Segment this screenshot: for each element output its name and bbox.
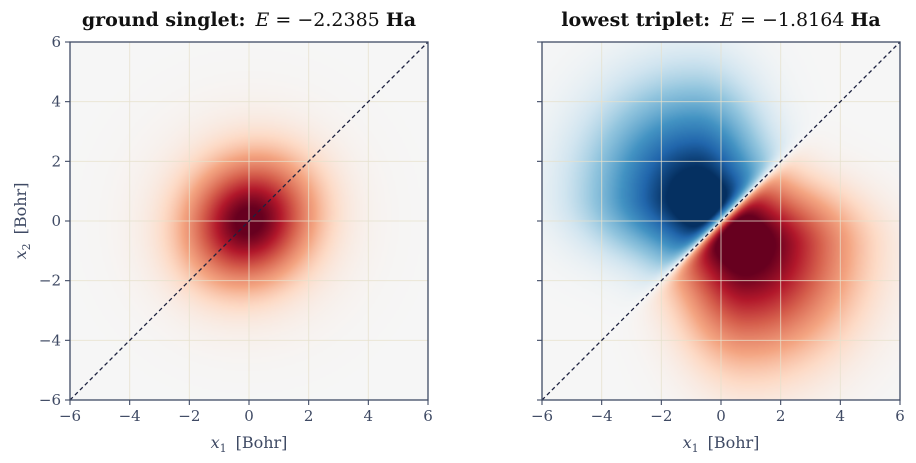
x-tick-label: −4 — [591, 407, 613, 425]
axis-ticks: −6 −4 −2 0 2 4 6 −6 −4 −2 0 2 4 6 — [39, 33, 433, 425]
panel-ground-singlet: ground singlet: E = −2.2385 Ha −6 −4 −2 0 2 4 6… — [11, 9, 433, 455]
x-axis-label: x1 [Bohr] — [211, 433, 288, 455]
x-axis-subscript: 1 — [692, 442, 699, 455]
x-tick-label: 6 — [423, 407, 433, 425]
diagonal-reference-line — [69, 41, 429, 401]
x-tick-label: −6 — [59, 407, 81, 425]
axis-ticks: −6 −4 −2 0 2 4 6 — [531, 41, 905, 425]
y-tick-label: 6 — [51, 33, 61, 51]
y-tick-label: 4 — [51, 93, 61, 111]
y-tick-label: −6 — [39, 391, 61, 409]
title-energy-value: = −2.2385 — [269, 9, 385, 31]
y-axis-var: x — [11, 250, 30, 259]
x-tick-label: 6 — [895, 407, 905, 425]
title-energy-value: = −1.8164 — [734, 9, 850, 31]
title-unit: Ha — [386, 9, 416, 31]
x-tick-label: 0 — [716, 407, 726, 425]
x-tick-label: −2 — [650, 407, 672, 425]
x-tick-label: 2 — [776, 407, 786, 425]
x-tick-label: 2 — [304, 407, 314, 425]
y-axis-unit: [Bohr] — [11, 183, 30, 235]
y-axis-subscript: 2 — [20, 243, 33, 250]
diagonal-reference-line — [541, 41, 901, 401]
x-tick-label: 4 — [836, 407, 846, 425]
x-axis-label: x1 [Bohr] — [683, 433, 760, 455]
x-tick-label: 0 — [244, 407, 254, 425]
x-axis-var: x — [683, 433, 692, 452]
x-tick-label: 4 — [364, 407, 374, 425]
title-label: ground singlet: — [82, 9, 246, 31]
y-tick-label: 0 — [51, 212, 61, 230]
x-tick-label: −4 — [119, 407, 141, 425]
title-energy-symbol: E — [719, 9, 734, 31]
chart-title: lowest triplet: E = −1.8164 Ha — [561, 9, 880, 31]
y-tick-label: −4 — [39, 331, 61, 349]
x-axis-subscript: 1 — [220, 442, 227, 455]
y-tick-label: −2 — [39, 272, 61, 290]
chart-title: ground singlet: E = −2.2385 Ha — [82, 9, 416, 31]
title-unit: Ha — [850, 9, 880, 31]
y-tick-label: 2 — [51, 152, 61, 170]
panel-lowest-triplet: lowest triplet: E = −1.8164 Ha −6 −4 −2 0 2 4 6… — [531, 9, 905, 455]
x-tick-label: −2 — [178, 407, 200, 425]
title-energy-symbol: E — [255, 9, 270, 31]
x-tick-label: −6 — [531, 407, 553, 425]
x-axis-var: x — [211, 433, 220, 452]
y-axis-label: x2 [Bohr] — [11, 183, 33, 260]
x-axis-unit: [Bohr] — [708, 433, 760, 452]
x-axis-unit: [Bohr] — [236, 433, 288, 452]
title-label: lowest triplet: — [561, 9, 710, 31]
